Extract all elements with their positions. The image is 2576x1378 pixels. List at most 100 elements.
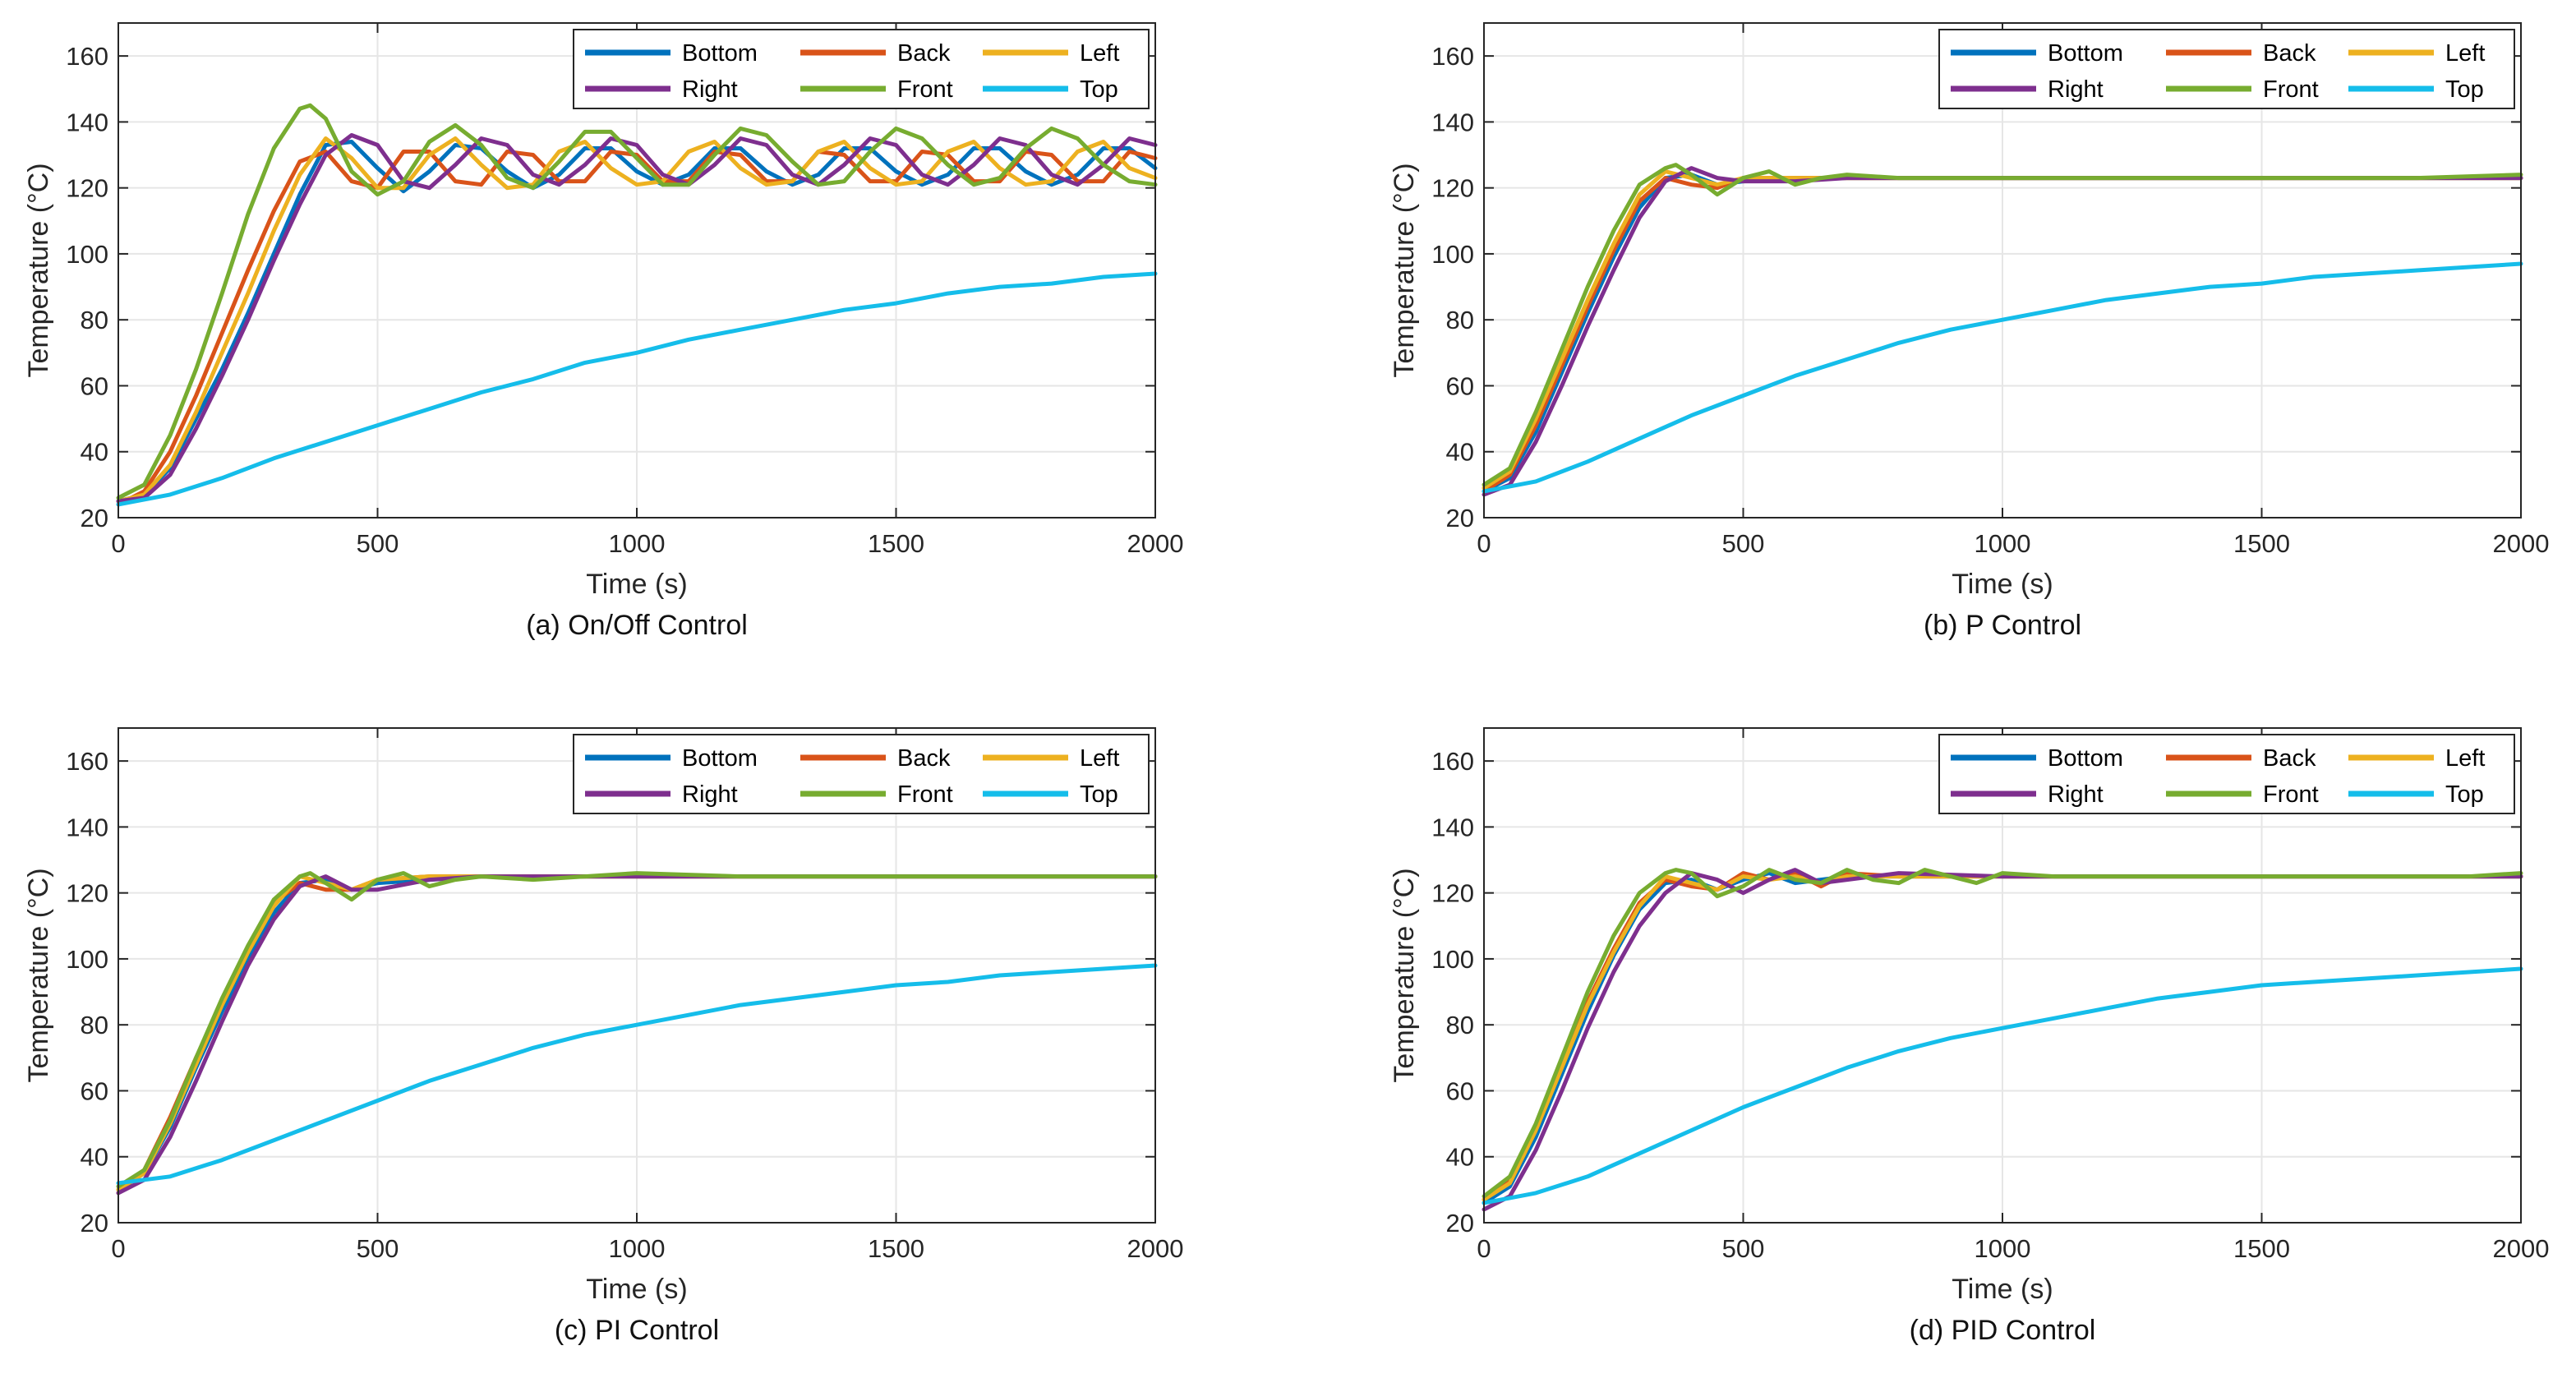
series-group [1482,868,2523,1212]
y-tick-label: 120 [1431,174,1474,203]
legend-box [1938,734,2515,814]
x-axis-label: Time (s) [1952,1274,2053,1305]
y-tick-label: 40 [1446,1143,1474,1172]
y-axis-label: Temperature (°C) [23,163,54,377]
legend-entry-front: Front [2263,781,2319,808]
y-tick-label: 140 [1431,813,1474,841]
y-tick-label: 80 [1446,306,1474,334]
y-tick-label: 20 [81,504,108,532]
y-tick-label: 20 [1446,1209,1474,1237]
legend-entry-right: Right [682,781,738,808]
y-tick-label: 80 [81,306,108,334]
y-tick-label: 80 [81,1011,108,1039]
x-tick-label: 500 [357,529,399,558]
legend-box [573,29,1150,109]
legend-entry-left: Left [2445,745,2485,772]
x-tick-label: 0 [111,529,125,558]
y-tick-label: 120 [66,879,108,908]
series-line-top [116,271,1158,507]
x-tick-label: 0 [1477,529,1491,558]
legend-entry-left: Left [2445,40,2485,67]
legend-entry-back: Back [897,40,951,67]
x-tick-label: 1000 [1975,1234,2031,1263]
y-tick-label: 80 [1446,1011,1474,1039]
series-group [116,871,1158,1196]
x-tick-label: 1000 [609,1234,666,1263]
legend-entry-bottom: Bottom [2048,745,2123,772]
legend: Bottom Back Left Right Front Top [573,734,1150,814]
legend-entry-front: Front [2263,76,2319,103]
x-tick-label: 2000 [1127,529,1184,558]
legend-entry-top: Top [2445,76,2484,103]
y-tick-label: 160 [1431,747,1474,776]
series-line-left [116,136,1158,504]
y-tick-label: 100 [66,240,108,269]
y-tick-label: 100 [66,945,108,974]
legend-entry-top: Top [1080,781,1118,808]
y-tick-label: 160 [66,42,108,71]
y-tick-label: 40 [81,438,108,467]
y-tick-label: 100 [1431,240,1474,269]
legend-entry-back: Back [2263,40,2316,67]
y-tick-label: 140 [66,813,108,841]
x-tick-label: 1500 [2233,529,2290,558]
legend-entry-bottom: Bottom [2048,40,2123,67]
y-axis-label: Temperature (°C) [1389,868,1420,1082]
x-tick-label: 1000 [1975,529,2031,558]
y-tick-label: 160 [1431,42,1474,71]
y-tick-label: 140 [66,108,108,136]
legend-entry-top: Top [1080,76,1118,103]
legend-entry-front: Front [897,76,953,103]
y-tick-label: 140 [1431,108,1474,136]
x-axis-label: Time (s) [586,569,687,600]
series-line-top [116,963,1158,1186]
y-tick-label: 120 [1431,879,1474,908]
x-axis-label: Time (s) [1952,569,2053,600]
chart-panel-3: 0 500 1000 1500 2000 20 40 60 80 100 120 140 160 Time… [23,727,1184,1346]
x-tick-label: 2000 [2493,1234,2550,1263]
series-line-right [116,133,1158,504]
panel-caption: (a) On/Off Control [526,610,748,641]
legend-entry-right: Right [2048,76,2104,103]
x-tick-label: 1500 [2233,1234,2290,1263]
y-tick-label: 120 [66,174,108,203]
series-line-front [116,871,1158,1189]
legend-entry-left: Left [1080,745,1119,772]
legend-box [1938,29,2515,109]
legend: Bottom Back Left Right Front Top [573,29,1150,109]
legend-entry-right: Right [682,76,738,103]
series-line-top [1482,261,2523,494]
series-line-top [1482,966,2523,1205]
x-tick-label: 500 [1722,529,1765,558]
y-axis-label: Temperature (°C) [23,868,54,1082]
chart-panel-4: 0 500 1000 1500 2000 20 40 60 80 100 120 140 160 Time… [1389,727,2550,1346]
legend-entry-front: Front [897,781,953,808]
series-line-front [1482,163,2523,487]
y-tick-label: 60 [81,371,108,400]
x-tick-label: 0 [111,1234,125,1263]
y-tick-label: 60 [81,1076,108,1105]
legend-entry-back: Back [897,745,951,772]
y-tick-label: 60 [1446,1076,1474,1105]
y-tick-label: 40 [81,1143,108,1172]
legend-entry-bottom: Bottom [682,40,758,67]
x-tick-label: 2000 [2493,529,2550,558]
x-tick-label: 500 [1722,1234,1765,1263]
legend: Bottom Back Left Right Front Top [1938,734,2515,814]
legend-entry-bottom: Bottom [682,745,758,772]
panel-caption: (d) PID Control [1910,1315,2096,1346]
x-tick-label: 500 [357,1234,399,1263]
series-group [1482,163,2523,497]
y-tick-label: 100 [1431,945,1474,974]
legend: Bottom Back Left Right Front Top [1938,29,2515,109]
x-tick-label: 2000 [1127,1234,1184,1263]
legend-box [573,734,1150,814]
y-tick-label: 40 [1446,438,1474,467]
legend-entry-top: Top [2445,781,2484,808]
legend-entry-back: Back [2263,745,2316,772]
x-tick-label: 1500 [868,1234,924,1263]
chart-panel-2: 0 500 1000 1500 2000 20 40 60 80 100 120 140 160 Time… [1389,22,2550,641]
y-tick-label: 160 [66,747,108,776]
panel-caption: (b) P Control [1924,610,2081,641]
